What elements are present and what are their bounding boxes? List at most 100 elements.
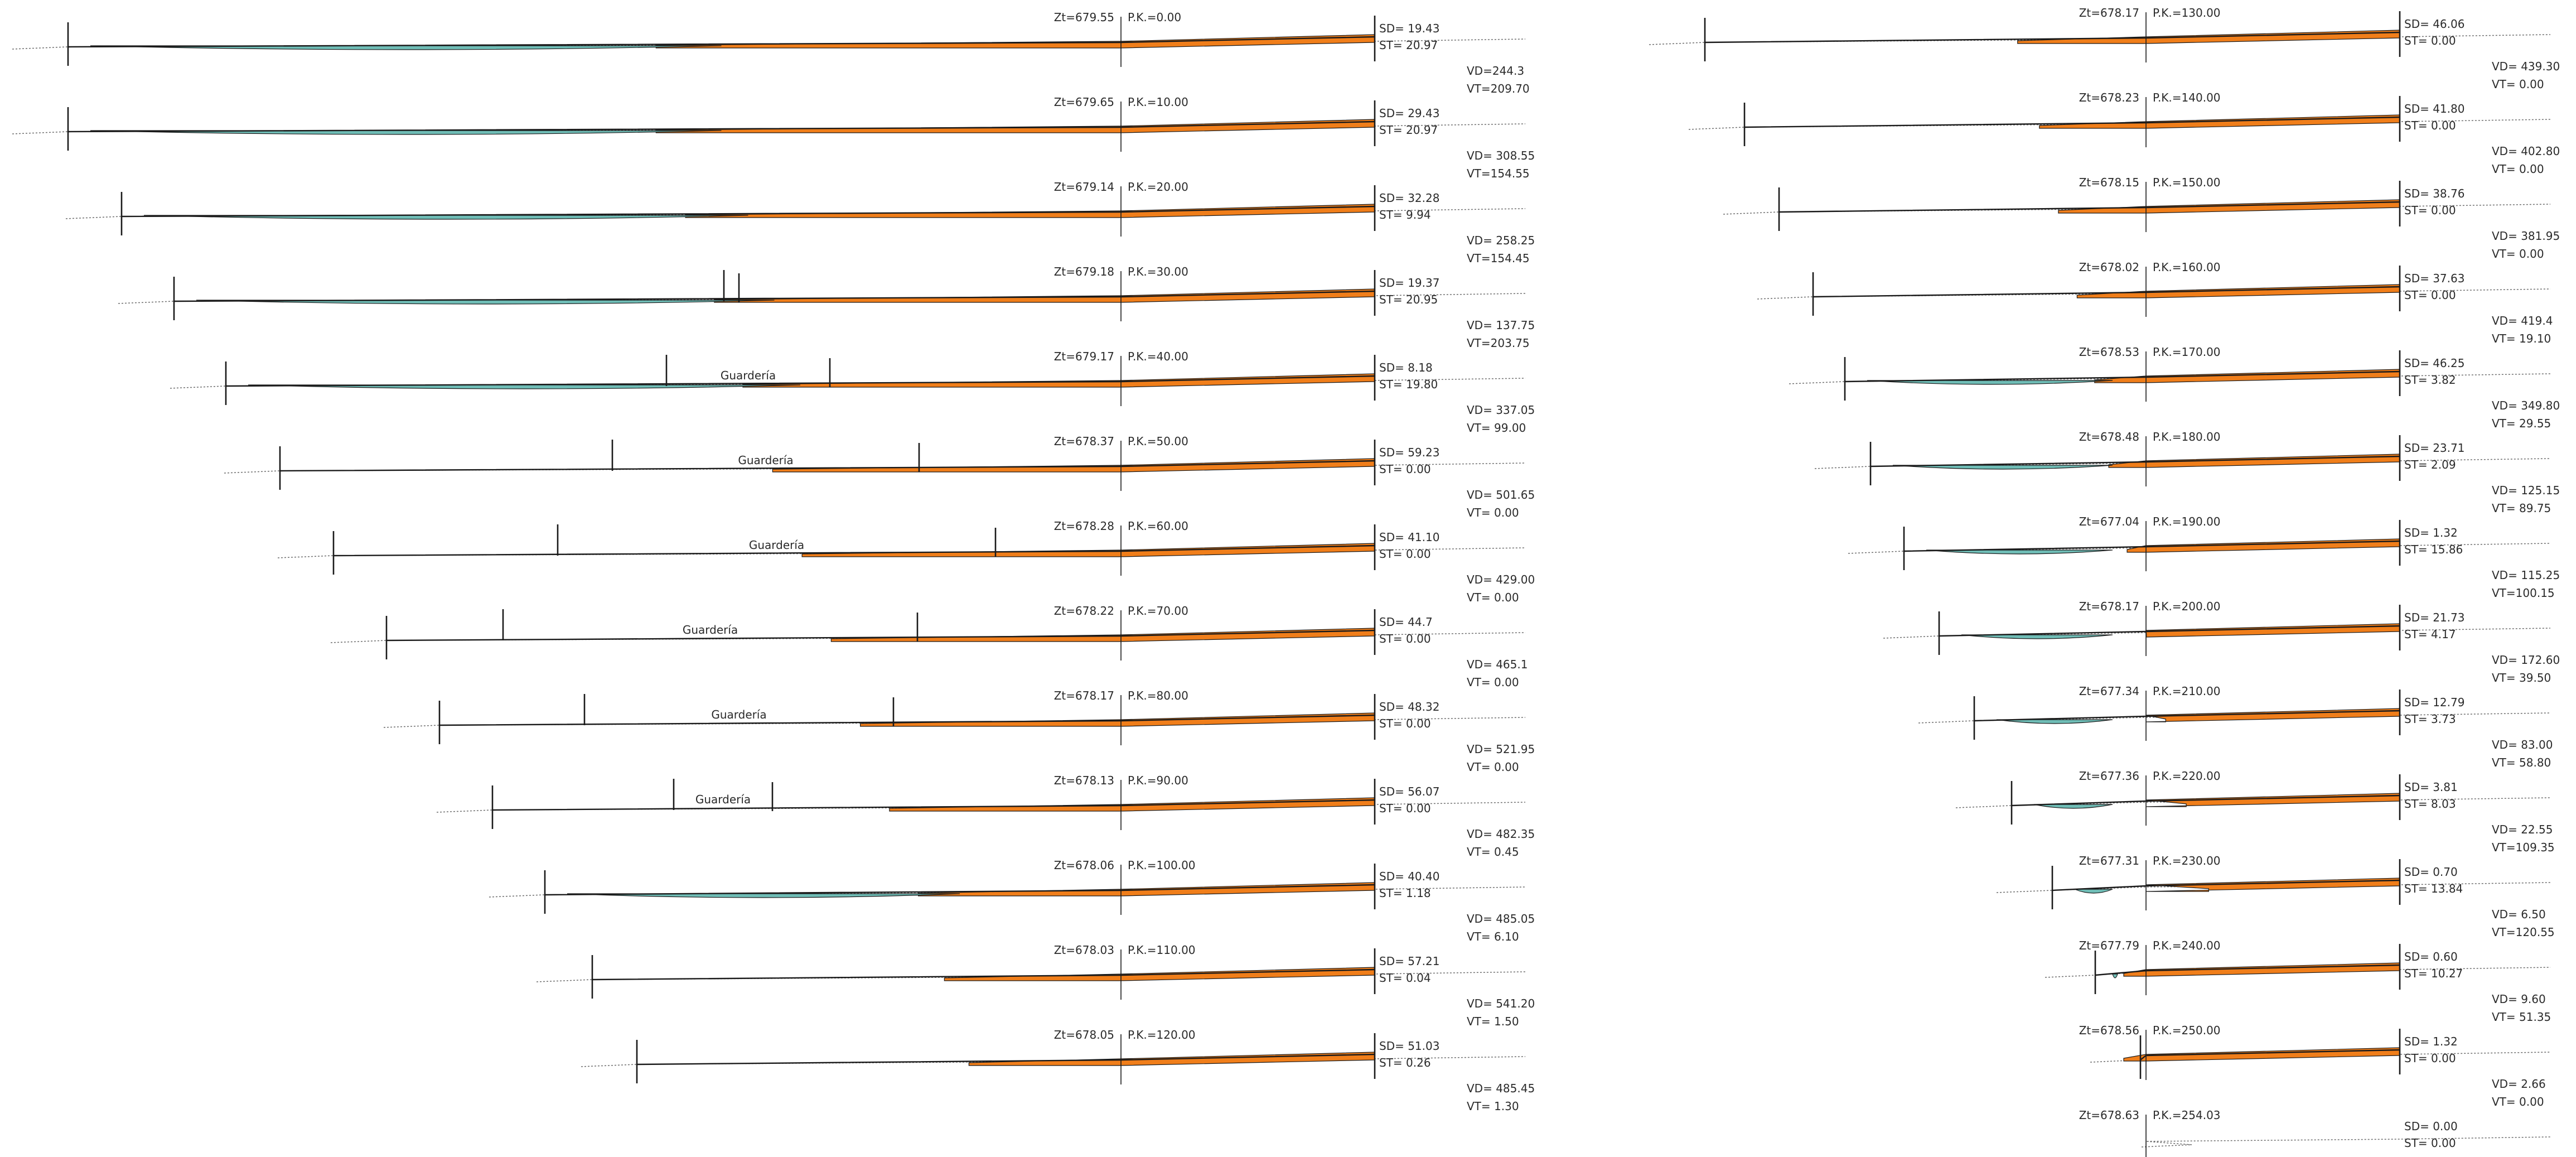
fill-area-value: SD= 37.63 <box>2404 272 2464 285</box>
cross-section: Guardería Zt=678.28 P.K.=60.00 SD= 41.10 ST=… <box>277 519 1535 604</box>
fill-area-value: SD= 1.32 <box>2404 1035 2458 1048</box>
cut-volume-value: VT= 51.35 <box>2492 1010 2551 1024</box>
cut-volume-value: VT= 0.00 <box>2492 1095 2544 1108</box>
fill-volume-value: VD= 485.05 <box>1467 912 1535 925</box>
cut-area <box>1892 465 2113 470</box>
elevation-label: Zt=678.17 <box>2079 6 2139 20</box>
fill-volume-value: VD= 419.4 <box>2492 314 2553 327</box>
station-label: P.K.=210.00 <box>2153 684 2221 698</box>
elevation-label: Zt=678.28 <box>1054 519 1114 533</box>
fill-area-value: SD= 32.28 <box>1379 191 1439 205</box>
fill-area-value: SD= 48.32 <box>1379 700 1439 714</box>
fill-volume-value: VD= 308.55 <box>1467 149 1535 162</box>
station-label: P.K.=10.00 <box>1128 95 1188 109</box>
fill-area <box>742 373 1375 388</box>
fill-volume-value: VD= 501.65 <box>1467 488 1535 502</box>
station-label: P.K.=40.00 <box>1128 350 1188 363</box>
fill-area-value: SD= 46.06 <box>2404 17 2464 31</box>
fill-volume-value: VD=244.3 <box>1467 64 1524 78</box>
fill-volume-value: VD= 521.95 <box>1467 743 1535 756</box>
station-label: P.K.=160.00 <box>2153 261 2221 274</box>
elevation-label: Zt=678.48 <box>2079 430 2139 443</box>
cross-section: Zt=678.63 P.K.=254.03 SD= 0.00 ST= 0.00 <box>2079 1108 2551 1157</box>
fill-volume-value: VD= 439.30 <box>2492 60 2560 73</box>
cut-volume-value: VT= 0.00 <box>2492 78 2544 91</box>
cut-volume-value: VT= 0.00 <box>2492 162 2544 176</box>
cut-area-value: ST= 15.86 <box>2404 543 2463 556</box>
cross-section: Zt=678.48 P.K.=180.00 SD= 23.71 ST= 2.09 VD=… <box>1814 430 2560 515</box>
station-label: P.K.=70.00 <box>1128 604 1188 618</box>
fill-area-value: SD= 21.73 <box>2404 611 2464 624</box>
fill-volume-value: VD= 6.50 <box>2492 908 2546 921</box>
fill-area-value: SD= 1.32 <box>2404 526 2458 539</box>
fill-volume-value: VD= 381.95 <box>2492 229 2560 243</box>
cut-area-value: ST= 20.97 <box>1379 38 1438 52</box>
elevation-label: Zt=679.18 <box>1054 265 1114 278</box>
cut-volume-value: VT= 1.50 <box>1467 1015 1519 1028</box>
station-label: P.K.=20.00 <box>1128 180 1188 194</box>
cross-section: Zt=678.53 P.K.=170.00 SD= 46.25 ST= 3.82 VD=… <box>1789 345 2560 430</box>
elevation-label: Zt=678.02 <box>2079 261 2139 274</box>
cut-area-value: ST= 0.26 <box>1379 1056 1431 1069</box>
cross-section: Guardería Zt=679.17 P.K.=40.00 SD= 8.18 ST= … <box>170 350 1535 435</box>
cut-volume-value: VT= 0.00 <box>2492 247 2544 261</box>
fill-volume-value: VD= 429.00 <box>1467 573 1535 586</box>
cut-volume-value: VT= 6.10 <box>1467 930 1519 943</box>
fill-area-value: SD= 29.43 <box>1379 107 1439 120</box>
cross-section: Guardería Zt=678.13 P.K.=90.00 SD= 56.07 ST=… <box>436 774 1535 859</box>
fill-volume-value: VD= 402.80 <box>2492 144 2560 158</box>
cut-volume-value: VT= 58.80 <box>2492 756 2551 769</box>
cross-section: Zt=679.55 P.K.=0.00 SD= 19.43 ST= 20.97 VD=2… <box>12 11 1530 95</box>
station-label: P.K.=100.00 <box>1128 859 1196 872</box>
fill-area-value: SD= 23.71 <box>2404 441 2464 455</box>
station-label: P.K.=250.00 <box>2153 1024 2221 1037</box>
cross-section: Zt=677.36 P.K.=220.00 SD= 3.81 ST= 8.03 VD= … <box>1955 769 2555 854</box>
cut-area-value: ST= 20.97 <box>1379 123 1438 137</box>
cut-area <box>567 893 960 898</box>
cross-section: Zt=678.17 P.K.=200.00 SD= 21.73 ST= 4.17 VD=… <box>1883 600 2560 684</box>
elevation-label: Zt=679.14 <box>1054 180 1114 194</box>
cut-area <box>2112 973 2118 978</box>
fill-volume-value: VD= 258.25 <box>1467 234 1535 247</box>
cut-volume-value: VT=209.70 <box>1467 82 1530 95</box>
guarderia-label: Guardería <box>721 369 776 382</box>
fill-area-value: SD= 0.70 <box>2404 865 2458 879</box>
station-label: P.K.=254.03 <box>2153 1108 2221 1122</box>
cut-area <box>1867 380 2113 385</box>
fill-area <box>772 458 1375 473</box>
fill-area <box>2094 369 2400 383</box>
station-label: P.K.=240.00 <box>2153 939 2221 952</box>
cut-volume-value: VT=120.55 <box>2492 925 2555 939</box>
elevation-label: Zt=679.17 <box>1054 350 1114 363</box>
ground-line <box>1883 628 2551 639</box>
elevation-label: Zt=677.34 <box>2079 684 2139 698</box>
cut-volume-value: VT=154.45 <box>1467 252 1530 265</box>
cut-volume-value: VT= 0.00 <box>1467 506 1519 519</box>
cross-section: Zt=677.79 P.K.=240.00 SD= 0.60 ST= 10.27 VD=… <box>2045 939 2551 1024</box>
fill-volume-value: VD= 9.60 <box>2492 992 2546 1006</box>
cut-area-value: ST= 0.00 <box>1379 632 1431 645</box>
fill-area-value: SD= 38.76 <box>2404 187 2464 200</box>
station-label: P.K.=30.00 <box>1128 265 1188 278</box>
cut-area-value: ST= 19.80 <box>1379 378 1438 391</box>
station-label: P.K.=220.00 <box>2153 769 2221 783</box>
cross-section: Zt=679.14 P.K.=20.00 SD= 32.28 ST= 9.94 VD= … <box>65 180 1535 265</box>
cut-area-value: ST= 9.94 <box>1379 208 1431 221</box>
elevation-label: Zt=678.05 <box>1054 1028 1114 1042</box>
cross-section: Zt=678.15 P.K.=150.00 SD= 38.76 ST= 0.00 VD=… <box>1723 176 2560 261</box>
fill-area <box>655 119 1375 133</box>
fill-volume-value: VD= 125.15 <box>2492 484 2560 497</box>
fill-volume-value: VD= 137.75 <box>1467 319 1535 332</box>
elevation-label: Zt=678.17 <box>2079 600 2139 613</box>
guarderia-label: Guardería <box>683 623 738 637</box>
elevation-label: Zt=678.63 <box>2079 1108 2139 1122</box>
cut-volume-value: VT=109.35 <box>2492 841 2555 854</box>
fill-area <box>889 797 1375 812</box>
cross-section: Guardería Zt=678.37 P.K.=50.00 SD= 59.23 ST=… <box>224 435 1535 519</box>
elevation-label: Zt=678.22 <box>1054 604 1114 618</box>
station-label: P.K.=60.00 <box>1128 519 1188 533</box>
cross-section: Zt=678.05 P.K.=120.00 SD= 51.03 ST= 0.26 VD=… <box>581 1028 1535 1113</box>
fill-area <box>2076 284 2400 298</box>
cross-section: Zt=678.17 P.K.=130.00 SD= 46.06 ST= 0.00 VD=… <box>1649 6 2560 91</box>
